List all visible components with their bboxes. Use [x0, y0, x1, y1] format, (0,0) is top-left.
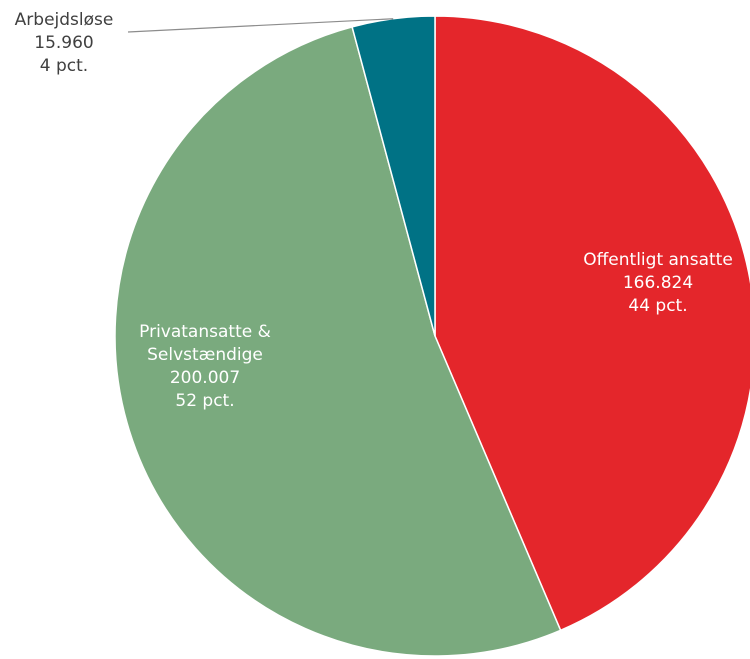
slice-label-line: 4 pct.: [40, 56, 88, 76]
pie-slice-1: [434, 15, 750, 632]
slice-label-line: Privatansatte &: [139, 322, 271, 342]
slice-label-line: 200.007: [170, 368, 240, 388]
slice-label-line: Arbejdsløse: [15, 10, 114, 30]
slice-label-line: Offentligt ansatte: [583, 250, 733, 270]
slice-label-line: 166.824: [623, 273, 693, 293]
pie-slice-2: [114, 25, 562, 657]
leader-line: [127, 18, 394, 33]
slice-label-3: Arbejdsløse 15.960 4 pct.: [15, 10, 114, 76]
slice-label-1: Offentligt ansatte 166.824 44 pct.: [583, 250, 733, 316]
slice-label-2: Privatansatte & Selvstændige 200.007 52 pct…: [139, 322, 271, 411]
slice-label-line: 52 pct.: [175, 391, 234, 411]
slice-label-line: 44 pct.: [628, 296, 687, 316]
slice-label-line: Selvstændige: [147, 345, 263, 365]
slice-label-line: 15.960: [34, 33, 93, 53]
